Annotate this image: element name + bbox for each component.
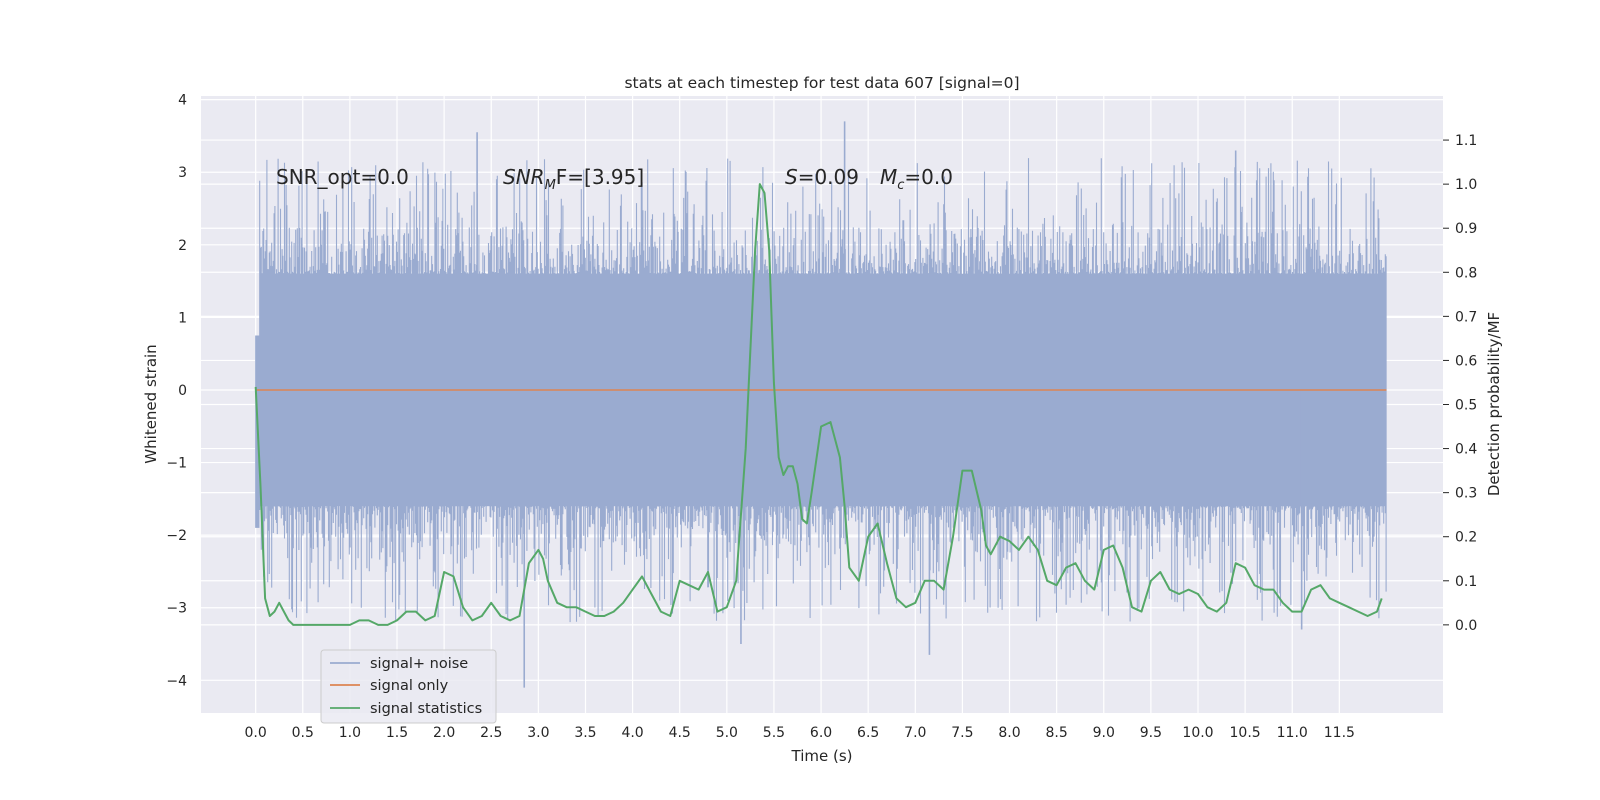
right-y-tick-label: 0.4 [1455,442,1477,458]
right-y-tick-label: 0.6 [1455,353,1477,369]
y-tick-label: −3 [166,601,187,617]
right-y-tick-label: 0.1 [1455,574,1477,590]
x-tick-label: 9.0 [1093,725,1115,741]
legend-box [320,649,497,724]
right-y-tick-label: 1.0 [1455,177,1477,193]
right-y-tick-label: 0.2 [1455,530,1477,546]
legend-label-signal-only: signal only [370,678,449,694]
noise-trace [255,158,1387,623]
x-tick-label: 1.0 [339,725,361,741]
y-tick-label: −1 [166,456,187,472]
y-tick-label: 0 [178,383,187,399]
y-tick-label: −4 [166,673,187,689]
annotation-s: S=0.09 [785,165,859,189]
x-tick-label: 0.0 [245,725,267,741]
x-tick-label: 3.5 [574,725,596,741]
x-tick-label: 5.0 [716,725,738,741]
x-tick-label: 6.5 [857,725,879,741]
x-tick-label: 10.0 [1182,725,1213,741]
x-tick-label: 8.5 [1046,725,1068,741]
x-axis-label: Time (s) [791,747,853,765]
y-tick-label: 1 [178,310,187,326]
s-value: =0.09 [798,165,859,189]
snr-mf-symbol: SNR [503,165,545,189]
right-y-tick-labels: 1.1 1.0 0.9 0.8 0.7 0.6 0.5 0.4 0.3 0.2 0.1 0.0 [1443,133,1477,634]
right-y-axis-label: Detection probability/MF [1485,312,1503,496]
snr-mf-value: F=[3.95] [556,165,644,189]
right-y-tick-label: 1.1 [1455,133,1477,149]
chart-title: stats at each timestep for test data 607… [624,74,1019,92]
y-tick-label: 2 [178,238,187,254]
annotation-mc: Mc=0.0 [880,165,953,193]
x-tick-label: 9.5 [1140,725,1162,741]
legend: signal+ noise signal only signal statist… [320,649,497,724]
y-tick-label: −2 [166,528,187,544]
x-tick-label: 0.5 [292,725,314,741]
x-tick-label: 11.5 [1324,725,1355,741]
y-tick-label: 4 [178,93,187,109]
annotation-snr-opt: SNR_opt=0.0 [276,165,409,189]
annotation-snr-mf: SNRMF=[3.95] [503,165,644,193]
x-tick-label: 7.0 [904,725,926,741]
x-tick-label: 3.0 [527,725,549,741]
x-tick-label: 1.5 [386,725,408,741]
x-tick-label: 11.0 [1277,725,1308,741]
right-y-tick-label: 0.7 [1455,309,1477,325]
x-tick-label: 8.0 [998,725,1020,741]
right-y-tick-label: 0.0 [1455,618,1477,634]
legend-label-signal-statistics: signal statistics [370,701,482,717]
legend-label-signal-noise: signal+ noise [370,656,468,672]
mc-value: =0.0 [904,165,953,189]
y-tick-labels: 4 3 2 1 0 −1 −2 −3 −4 [166,93,187,690]
y-tick-label: 3 [178,165,187,181]
right-y-tick-label: 0.8 [1455,265,1477,281]
snr-mf-subscript: M [545,178,556,193]
right-y-tick-label: 0.9 [1455,221,1477,237]
x-tick-label: 6.0 [810,725,832,741]
right-y-tick-label: 0.3 [1455,486,1477,502]
right-y-tick-label: 0.5 [1455,398,1477,414]
s-symbol: S [785,165,798,189]
x-tick-label: 2.0 [433,725,455,741]
mc-symbol: M [880,165,897,189]
x-tick-label: 10.5 [1230,725,1261,741]
mc-subscript: c [897,178,904,193]
x-tick-label: 4.0 [621,725,643,741]
x-tick-labels: 0.0 0.5 1.0 1.5 2.0 2.5 3.0 3.5 4.0 4.5 5.0 5.5 6.0 6… [245,725,1355,741]
y-axis-label: Whitened strain [142,344,160,463]
x-tick-label: 7.5 [951,725,973,741]
x-tick-label: 2.5 [480,725,502,741]
signal-statistics-series [254,183,1383,626]
x-tick-label: 4.5 [669,725,691,741]
x-tick-label: 5.5 [763,725,785,741]
